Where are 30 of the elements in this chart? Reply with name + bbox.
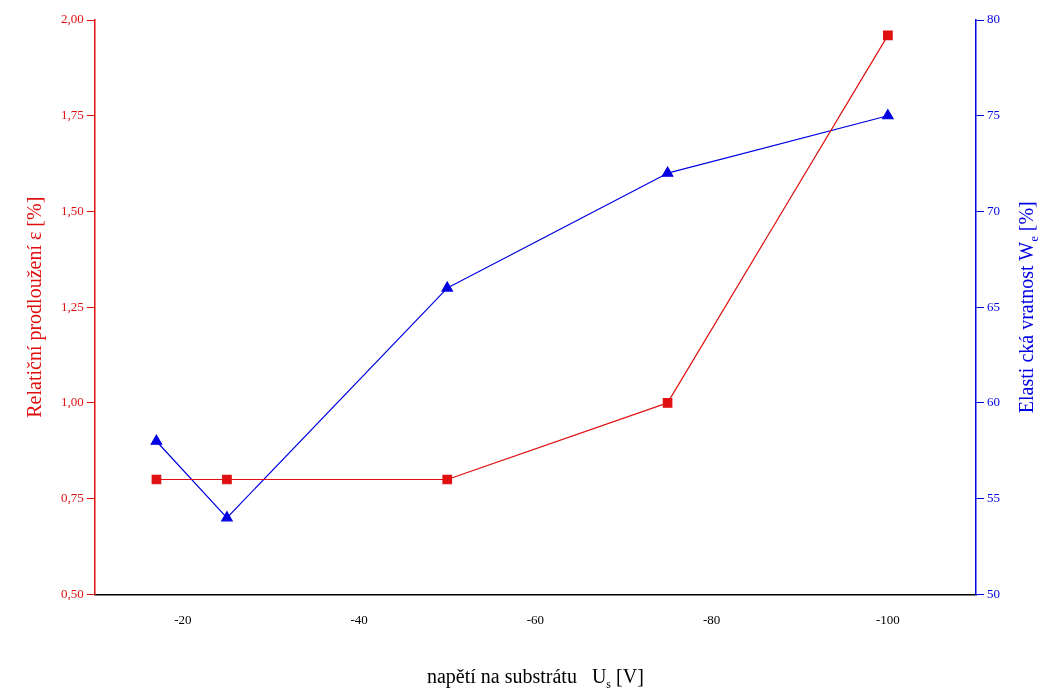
y2-tick-label: 70 bbox=[987, 202, 1000, 218]
x-tick-label: -60 bbox=[526, 611, 545, 627]
point bbox=[150, 434, 163, 445]
x-tick-label: -40 bbox=[350, 611, 368, 627]
y2-tick-label: 75 bbox=[987, 107, 1000, 123]
y-tick-label: 1,50 bbox=[61, 202, 84, 218]
point bbox=[222, 474, 232, 485]
point bbox=[882, 109, 894, 120]
point bbox=[442, 474, 453, 485]
y-tick-label: 1,25 bbox=[61, 298, 84, 314]
y2-tick-label: 65 bbox=[987, 298, 1000, 314]
x-tick-label: -100 bbox=[875, 611, 900, 627]
x-tick-label: -20 bbox=[174, 611, 192, 627]
x-tick-label: -80 bbox=[702, 611, 721, 627]
point bbox=[221, 511, 233, 522]
y2-tick-label: 50 bbox=[987, 585, 1000, 601]
point bbox=[662, 398, 673, 408]
y-tick-label: 1,75 bbox=[61, 107, 84, 123]
y-tick-label: 1,00 bbox=[61, 394, 84, 410]
y2-tick-label: 80 bbox=[987, 11, 1000, 27]
y2-tick-label: 55 bbox=[987, 490, 1000, 506]
point bbox=[883, 30, 893, 41]
y-tick-label: 0,50 bbox=[61, 585, 84, 601]
y-tick-label: 0,75 bbox=[61, 490, 84, 506]
point bbox=[441, 281, 454, 292]
y-tick-label: 2,00 bbox=[61, 11, 84, 27]
y2-axis-title: Elasti cká vratnost We [%] bbox=[1015, 201, 1042, 414]
y2-tick-label: 60 bbox=[987, 394, 1000, 410]
point bbox=[661, 166, 674, 177]
y-axis-title: Relatiční prodloužení ε [%] bbox=[23, 196, 47, 418]
